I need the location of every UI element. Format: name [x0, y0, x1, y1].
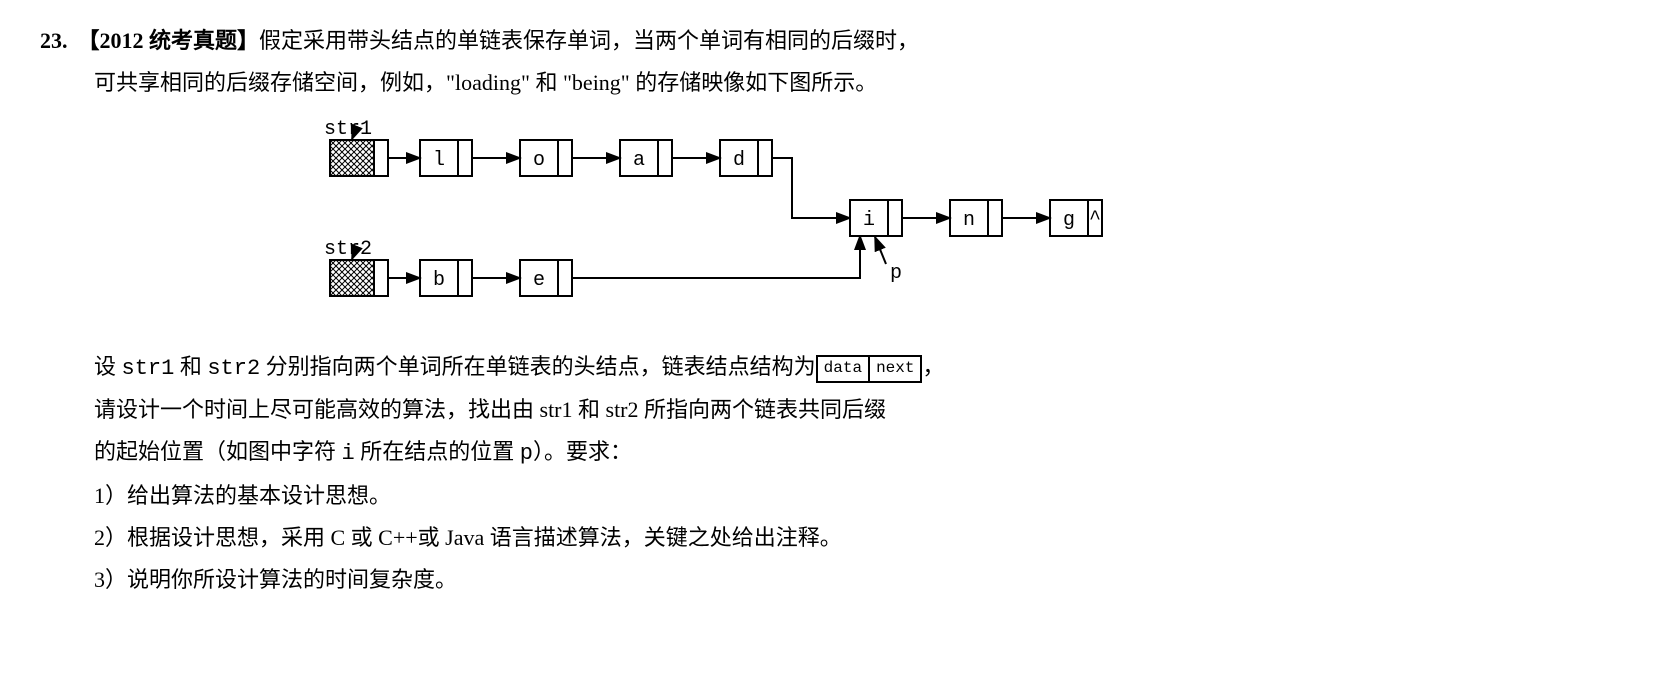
svg-text:p: p	[890, 262, 902, 285]
requirement-2: 2）根据设计思想，采用 C 或 C++或 Java 语言描述算法，关键之处给出注…	[94, 517, 1634, 559]
p4p: p	[520, 441, 533, 466]
requirement-1: 1）给出算法的基本设计思想。	[94, 475, 1634, 517]
question-number: 23.	[40, 20, 68, 62]
svg-text:l: l	[433, 149, 445, 172]
para-struct: 设 str1 和 str2 分别指向两个单词所在单链表的头结点，链表结点结构为d…	[94, 346, 1634, 390]
first-line: 23. 【2012 统考真题】假定采用带头结点的单链表保存单词，当两个单词有相同…	[40, 20, 1634, 62]
svg-text:g: g	[1063, 209, 1075, 232]
svg-text:n: n	[963, 209, 975, 232]
svg-text:^: ^	[1089, 208, 1101, 231]
p2-str1: str1	[122, 356, 175, 381]
p2b: 和	[174, 354, 207, 379]
p2a: 设	[94, 354, 122, 379]
exam-tag: 【2012 统考真题】	[78, 28, 260, 53]
p4a: 的起始位置（如图中字符	[94, 439, 342, 464]
p2d: ，	[922, 354, 944, 379]
requirement-3: 3）说明你所设计算法的时间复杂度。	[94, 559, 1634, 601]
line1-rest: 假定采用带头结点的单链表保存单词，当两个单词有相同的后缀时，	[259, 28, 919, 53]
line2: 可共享相同的后缀存储空间，例如，"loading" 和 "being" 的存储映…	[94, 62, 1634, 104]
linked-list-diagram: str1 l o a d str2 b e i n g ^ p	[290, 110, 1634, 340]
struct-next: next	[870, 357, 920, 381]
svg-text:str2: str2	[324, 238, 372, 261]
p2-str2: str2	[207, 356, 260, 381]
p2c: 分别指向两个单词所在单链表的头结点，链表结点结构为	[260, 354, 816, 379]
p4c: ）。要求：	[533, 439, 632, 464]
p4b: 所在结点的位置	[355, 439, 520, 464]
svg-text:str1: str1	[324, 118, 372, 141]
line1-text: 【2012 统考真题】假定采用带头结点的单链表保存单词，当两个单词有相同的后缀时…	[78, 20, 1635, 62]
svg-text:d: d	[733, 149, 745, 172]
p4i: i	[342, 441, 355, 466]
svg-text:o: o	[533, 149, 545, 172]
para3: 请设计一个时间上尽可能高效的算法，找出由 str1 和 str2 所指向两个链表…	[94, 389, 1634, 431]
para4: 的起始位置（如图中字符 i 所在结点的位置 p）。要求：	[94, 431, 1634, 475]
svg-text:i: i	[863, 209, 875, 232]
svg-text:a: a	[633, 149, 645, 172]
svg-text:e: e	[533, 269, 545, 292]
struct-data: data	[818, 357, 870, 381]
node-struct-box: datanext	[816, 355, 923, 383]
question-container: 23. 【2012 统考真题】假定采用带头结点的单链表保存单词，当两个单词有相同…	[40, 20, 1634, 600]
svg-text:b: b	[433, 269, 445, 292]
